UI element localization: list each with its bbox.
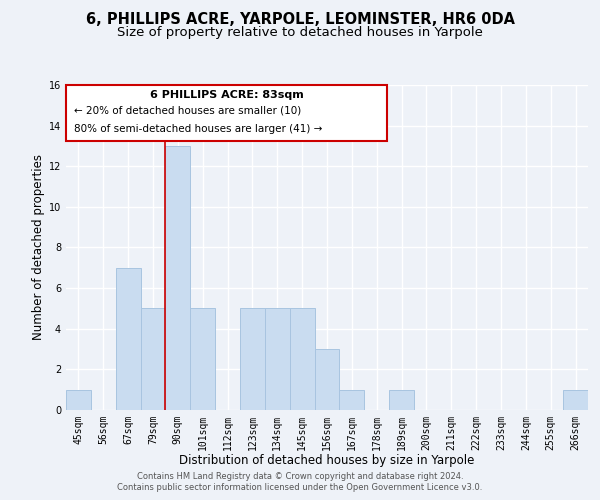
FancyBboxPatch shape: [67, 85, 386, 141]
Bar: [190, 308, 215, 410]
Text: 6, PHILLIPS ACRE, YARPOLE, LEOMINSTER, HR6 0DA: 6, PHILLIPS ACRE, YARPOLE, LEOMINSTER, H…: [86, 12, 515, 28]
Text: Size of property relative to detached houses in Yarpole: Size of property relative to detached ho…: [117, 26, 483, 39]
Bar: [389, 390, 414, 410]
Bar: [116, 268, 140, 410]
Bar: [240, 308, 265, 410]
Bar: [265, 308, 290, 410]
Text: ← 20% of detached houses are smaller (10): ← 20% of detached houses are smaller (10…: [74, 106, 301, 116]
Bar: [166, 146, 190, 410]
Bar: [290, 308, 314, 410]
Bar: [314, 349, 340, 410]
Bar: [140, 308, 166, 410]
Text: 6 PHILLIPS ACRE: 83sqm: 6 PHILLIPS ACRE: 83sqm: [150, 90, 304, 100]
Text: Contains public sector information licensed under the Open Government Licence v3: Contains public sector information licen…: [118, 484, 482, 492]
Bar: [563, 390, 588, 410]
Y-axis label: Number of detached properties: Number of detached properties: [32, 154, 44, 340]
Text: Contains HM Land Registry data © Crown copyright and database right 2024.: Contains HM Land Registry data © Crown c…: [137, 472, 463, 481]
Bar: [340, 390, 364, 410]
Text: 80% of semi-detached houses are larger (41) →: 80% of semi-detached houses are larger (…: [74, 124, 322, 134]
X-axis label: Distribution of detached houses by size in Yarpole: Distribution of detached houses by size …: [179, 454, 475, 468]
Bar: [66, 390, 91, 410]
